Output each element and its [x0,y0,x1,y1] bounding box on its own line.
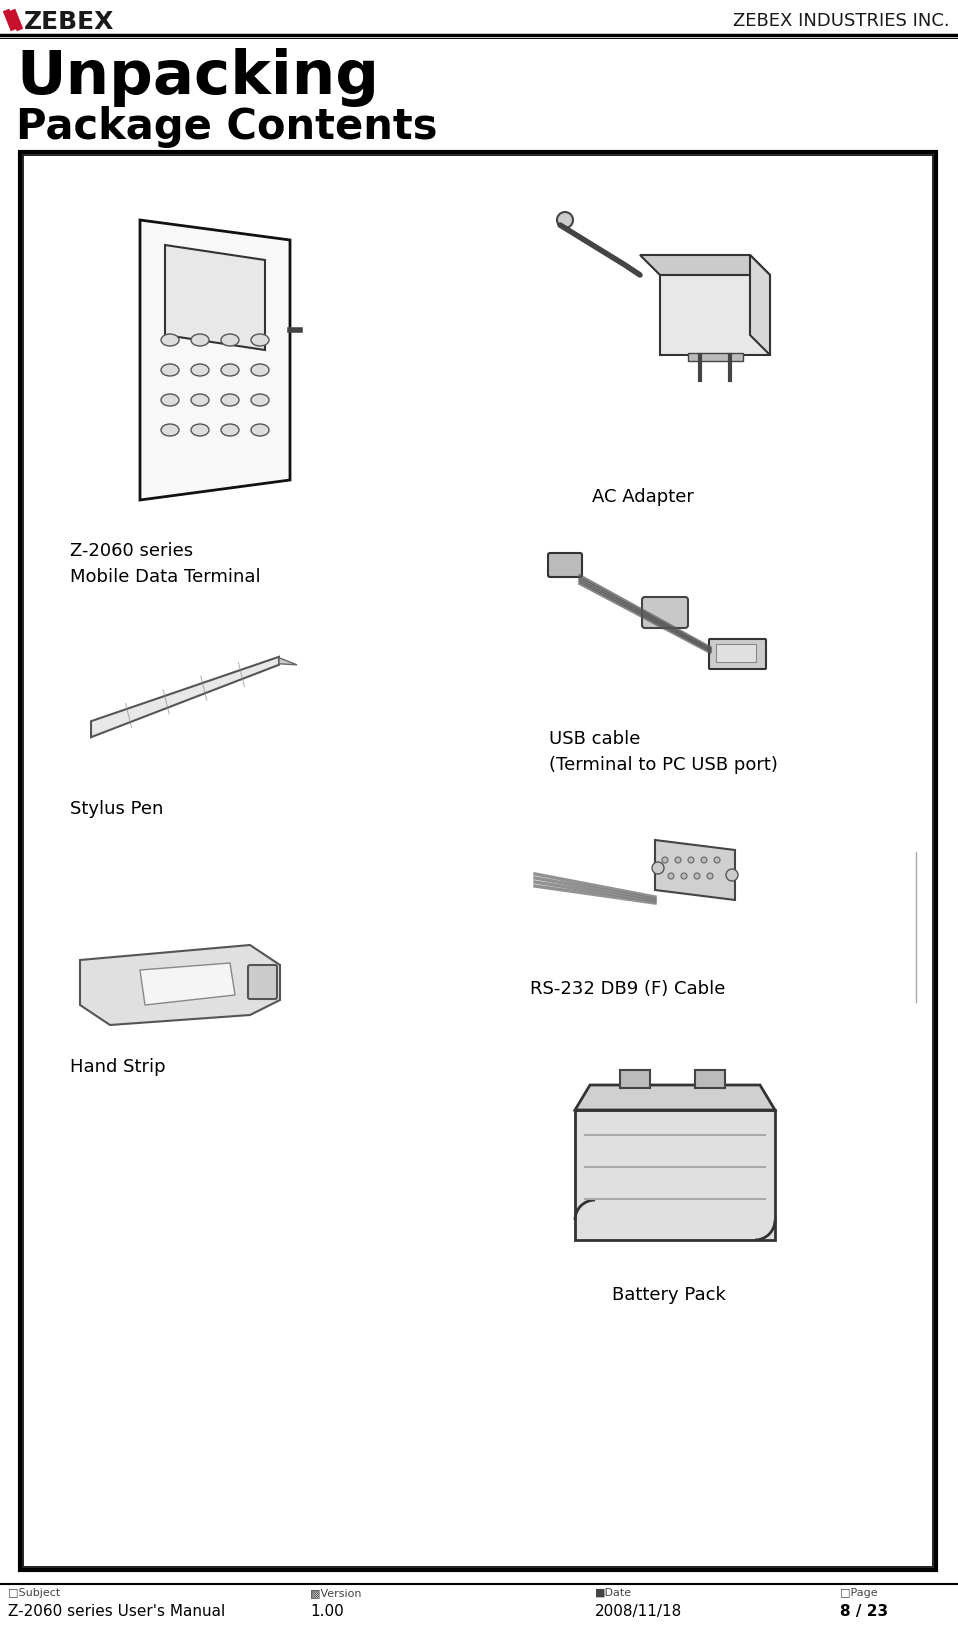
FancyBboxPatch shape [548,553,582,578]
Ellipse shape [221,393,239,406]
Text: USB cable
(Terminal to PC USB port): USB cable (Terminal to PC USB port) [549,730,778,775]
Circle shape [714,857,720,863]
Circle shape [707,873,713,880]
Text: Package Contents: Package Contents [16,106,438,149]
Ellipse shape [161,364,179,375]
Polygon shape [140,963,235,1005]
Ellipse shape [251,393,269,406]
Circle shape [701,857,707,863]
Circle shape [726,868,738,881]
Circle shape [652,862,664,875]
Ellipse shape [251,424,269,436]
Polygon shape [80,945,280,1025]
Polygon shape [575,1085,775,1110]
FancyBboxPatch shape [709,640,766,669]
Text: 1.00: 1.00 [310,1604,344,1619]
Text: ZEBEX INDUSTRIES INC.: ZEBEX INDUSTRIES INC. [734,11,950,29]
Text: Z-2060 series
Mobile Data Terminal: Z-2060 series Mobile Data Terminal [70,542,261,586]
Polygon shape [91,656,279,738]
Polygon shape [575,1110,775,1240]
Circle shape [557,212,573,228]
Polygon shape [750,255,770,356]
Ellipse shape [191,393,209,406]
Text: Hand Strip: Hand Strip [70,1058,166,1075]
Ellipse shape [191,364,209,375]
Text: ZEBEX: ZEBEX [24,10,114,34]
Bar [716,645,756,663]
Bar [20,152,936,1570]
Text: ■Date: ■Date [595,1588,632,1598]
Ellipse shape [251,335,269,346]
Polygon shape [140,220,290,499]
Text: 8 / 23: 8 / 23 [840,1604,888,1619]
Ellipse shape [161,424,179,436]
Polygon shape [640,255,770,276]
Ellipse shape [161,393,179,406]
Ellipse shape [191,335,209,346]
Text: Unpacking: Unpacking [16,47,379,108]
Ellipse shape [221,335,239,346]
Text: □Page: □Page [840,1588,878,1598]
Text: AC Adapter: AC Adapter [592,488,694,506]
Text: ▩Version: ▩Version [310,1588,361,1598]
Ellipse shape [221,424,239,436]
Circle shape [668,873,674,880]
FancyBboxPatch shape [248,965,277,999]
Polygon shape [279,658,297,664]
Bar [23,155,933,1567]
Bar [695,1071,725,1089]
Polygon shape [655,840,735,899]
Bar [620,1071,650,1089]
Circle shape [675,857,681,863]
Text: □Subject: □Subject [8,1588,60,1598]
Bar [688,353,743,361]
FancyBboxPatch shape [642,597,688,628]
Ellipse shape [251,364,269,375]
Text: Z-2060 series User's Manual: Z-2060 series User's Manual [8,1604,225,1619]
Circle shape [681,873,687,880]
Circle shape [694,873,700,880]
Circle shape [662,857,668,863]
Ellipse shape [191,424,209,436]
Ellipse shape [221,364,239,375]
Ellipse shape [161,335,179,346]
Polygon shape [165,245,265,349]
Circle shape [688,857,694,863]
Polygon shape [660,276,770,356]
Text: 2008/11/18: 2008/11/18 [595,1604,682,1619]
Text: RS-232 DB9 (F) Cable: RS-232 DB9 (F) Cable [530,979,725,999]
Text: Stylus Pen: Stylus Pen [70,800,164,818]
Text: Battery Pack: Battery Pack [612,1286,726,1304]
